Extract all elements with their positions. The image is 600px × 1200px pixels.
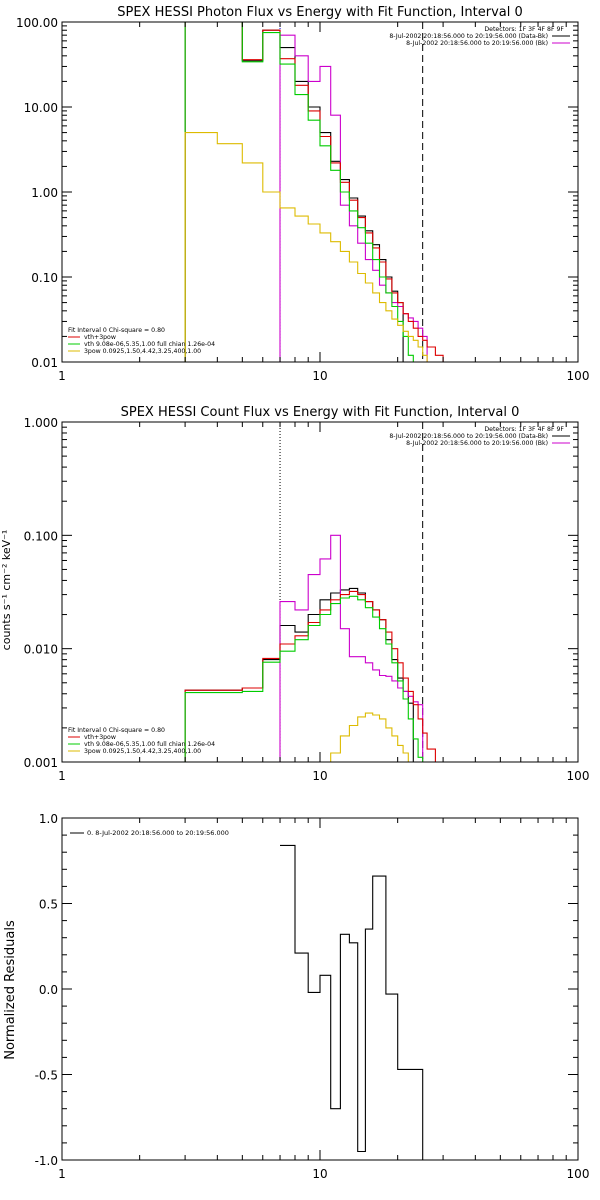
count-flux-ylabel: counts s⁻¹ cm⁻² keV⁻¹ [0,530,13,651]
y-tick-label: 0.100 [24,529,58,543]
x-tick-label: 10 [312,769,327,783]
series-3-line [184,595,424,762]
x-tick-label: 1 [58,769,66,783]
y-tick-label: 1.00 [31,186,58,200]
series-4-line [330,712,414,762]
y-tick-label: 0.001 [24,756,58,770]
count-flux-panel: SPEX HESSI Count Flux vs Energy with Fit… [0,405,589,783]
fit-legend-text: vth+3pow [84,334,116,341]
header-text: Detectors: 1F 3F 4F 8F 9F [484,426,564,433]
y-tick-label: 100.00 [16,16,58,30]
x-tick-label: 100 [567,369,590,383]
fit-legend-text: vth 9.08e-06,5.35,1.00 full chian 1.26e-… [84,741,215,748]
residual-legend-text: 0. 8-Jul-2002 20:18:56.000 to 20:19:56.0… [87,829,229,837]
header-text: 8-Jul-2002 20:18:56.000 to 20:19:56.000 … [406,440,548,447]
y-tick-label: -1.0 [35,1154,58,1168]
header-text: 8-Jul-2002 20:18:56.000 to 20:19:56.000 … [406,40,548,47]
plot-frame [61,421,579,763]
y-tick-label: 0.0 [39,983,58,997]
x-tick-label: 1 [58,1167,66,1181]
x-tick-label: 100 [567,769,590,783]
count-flux-title: SPEX HESSI Count Flux vs Energy with Fit… [121,405,520,420]
y-tick-label: 0.010 [24,643,58,657]
x-tick-label: 10 [312,369,327,383]
residuals-ylabel: Normalized Residuals [3,920,18,1060]
fit-legend-text: 3pow 0.0925,1.50,4.42,3.25,400,1.00 [84,748,201,755]
series-1-line [279,534,424,762]
series-2-line [184,590,444,762]
x-tick-label: 100 [567,1167,590,1181]
y-tick-label: 1.0 [39,812,58,826]
photon-flux-title: SPEX HESSI Photon Flux vs Energy with Fi… [117,5,523,20]
x-tick-label: 1 [58,369,66,383]
series-4-line [184,132,436,362]
fit-legend-text: Fit Interval 0 Chi-square = 0.80 [68,327,165,334]
y-tick-label: 0.10 [31,271,58,285]
y-tick-label: 0.5 [39,898,58,912]
photon-flux-panel: SPEX HESSI Photon Flux vs Energy with Fi… [16,5,589,383]
series-0-line [184,22,404,362]
fit-legend-text: vth+3pow [84,734,116,741]
series-2-line [184,22,444,362]
header-text: Detectors: 1F 3F 4F 8F 9F [484,26,564,33]
fit-legend-text: vth 9.08e-06,5.35,1.00 full chian 1.26e-… [84,341,215,348]
header-text: 8-Jul-2002 20:18:56.000 to 20:19:56.000 … [389,33,548,40]
y-tick-label: 1.000 [24,416,58,430]
x-tick-label: 10 [312,1167,327,1181]
y-tick-label: -0.5 [35,1069,58,1083]
series-1-line [279,34,428,362]
residuals-panel: Normalized Residuals 1 10 100 -1.0 -0.5 0.0 0.… [3,812,589,1181]
y-tick-label: 0.01 [31,356,58,370]
fit-legend-text: 3pow 0.0925,1.50,4.42,3.25,400,1.00 [84,348,201,355]
header-text: 8-Jul-2002 20:18:56.000 to 20:19:56.000 … [389,433,548,440]
fit-legend-text: Fit Interval 0 Chi-square = 0.80 [68,727,165,734]
series-3-line [184,22,419,362]
series-0-line [280,844,424,1160]
y-tick-label: 10.00 [24,101,58,115]
